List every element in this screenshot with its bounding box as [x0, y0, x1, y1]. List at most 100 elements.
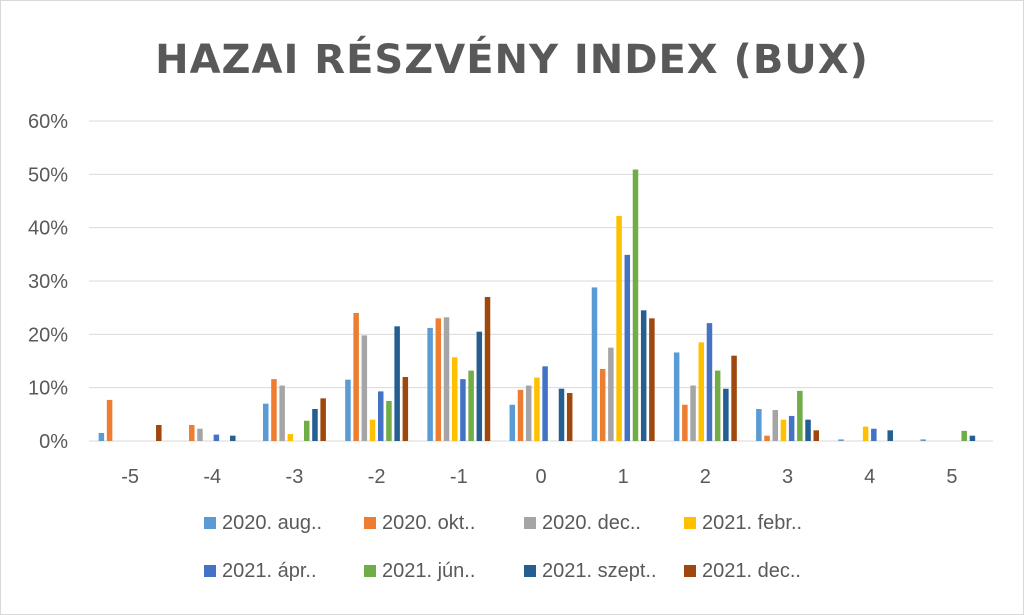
legend-swatch	[364, 517, 376, 529]
bar	[558, 388, 565, 441]
x-tick-label: -1	[450, 466, 468, 488]
legend-item: 2021. febr..	[684, 512, 802, 534]
bar	[230, 435, 236, 441]
bar	[460, 379, 466, 441]
bar	[312, 409, 318, 441]
legend-swatch	[364, 565, 376, 577]
bar	[756, 409, 762, 441]
legend-label: 2020. okt..	[382, 512, 475, 534]
bar	[682, 404, 688, 441]
bar	[788, 415, 795, 441]
legend-label: 2021. jún..	[382, 560, 475, 582]
bar	[435, 318, 442, 441]
bar	[920, 439, 926, 441]
legend-item: 2020. aug..	[204, 512, 322, 534]
bar	[394, 326, 400, 441]
bar	[476, 331, 483, 441]
bar	[640, 310, 647, 441]
bar	[98, 433, 105, 441]
bar	[345, 379, 351, 441]
bar	[591, 287, 598, 441]
legend-swatch	[684, 565, 696, 577]
x-tick-label: -3	[286, 466, 304, 488]
bar	[106, 399, 113, 441]
y-axis-ticks: 0% 10% 20% 30% 40% 50% 60%	[28, 111, 68, 453]
legend-swatch	[524, 565, 536, 577]
legend-label: 2020. aug..	[222, 512, 322, 534]
bar	[304, 420, 310, 441]
x-axis-ticks: -5 -4 -3 -2 -1 0 1 2 3 4 5	[121, 466, 957, 488]
legend-label: 2020. dec..	[542, 512, 641, 534]
bar	[279, 385, 285, 441]
x-tick-label: -2	[368, 466, 386, 488]
legend-item: 2020. dec..	[524, 512, 641, 534]
bar	[189, 425, 195, 441]
legend-item: 2020. okt..	[364, 512, 475, 534]
bar	[673, 352, 680, 441]
bar	[690, 385, 696, 441]
x-tick-label: 4	[864, 466, 875, 488]
bar	[386, 401, 392, 441]
bar	[361, 335, 368, 441]
x-tick-label: 0	[535, 466, 546, 488]
legend-item: 2021. ápr..	[204, 560, 317, 582]
legend-swatch	[204, 565, 216, 577]
legend-item: 2021. jún..	[364, 560, 475, 582]
bar	[213, 434, 220, 441]
legend-swatch	[524, 517, 536, 529]
bar	[632, 169, 639, 442]
y-tick-label: 30%	[28, 271, 68, 293]
x-tick-label: 1	[618, 466, 629, 488]
x-tick-label: 3	[782, 466, 793, 488]
legend-label: 2021. szept..	[542, 560, 657, 582]
bar	[714, 370, 721, 441]
bar	[780, 419, 787, 441]
bar	[542, 366, 548, 441]
bar	[517, 389, 524, 441]
bar	[624, 254, 631, 441]
y-tick-label: 50%	[28, 164, 68, 186]
legend-label: 2021. ápr..	[222, 560, 317, 582]
x-tick-label: -4	[203, 466, 221, 488]
y-tick-label: 60%	[28, 111, 68, 133]
bar	[616, 215, 622, 441]
bar	[320, 398, 326, 441]
legend-item: 2021. dec..	[684, 560, 801, 582]
bar	[377, 391, 384, 441]
y-tick-label: 0%	[39, 431, 68, 453]
bar	[813, 430, 819, 441]
bar	[599, 369, 606, 441]
legend-swatch	[684, 517, 696, 529]
bar	[871, 428, 877, 441]
bar	[608, 347, 614, 441]
bar	[723, 388, 729, 441]
bar	[862, 426, 869, 441]
bar	[698, 342, 705, 441]
bar	[263, 403, 269, 441]
bar	[484, 297, 491, 441]
bar	[887, 430, 893, 441]
grid-layer	[89, 120, 993, 442]
bar	[271, 379, 277, 441]
x-tick-label: 5	[946, 466, 957, 488]
bar	[443, 317, 450, 441]
legend-label: 2021. dec..	[702, 560, 801, 582]
y-tick-label: 20%	[28, 324, 68, 346]
y-tick-label: 40%	[28, 218, 68, 240]
bar	[961, 430, 967, 441]
bar	[197, 428, 203, 441]
x-tick-label: 2	[700, 466, 711, 488]
bar	[451, 357, 458, 441]
bar	[427, 327, 433, 441]
bar	[353, 313, 359, 441]
bar	[797, 390, 803, 441]
bar	[764, 435, 770, 441]
chart-title: HAZAI RÉSZVÉNY INDEX (BUX)	[155, 35, 869, 83]
bar	[706, 323, 713, 441]
y-tick-label: 10%	[28, 378, 68, 400]
legend: 2020. aug.. 2020. okt.. 2020. dec.. 2021. f…	[204, 512, 802, 582]
bar	[369, 419, 376, 441]
bar	[509, 404, 516, 441]
